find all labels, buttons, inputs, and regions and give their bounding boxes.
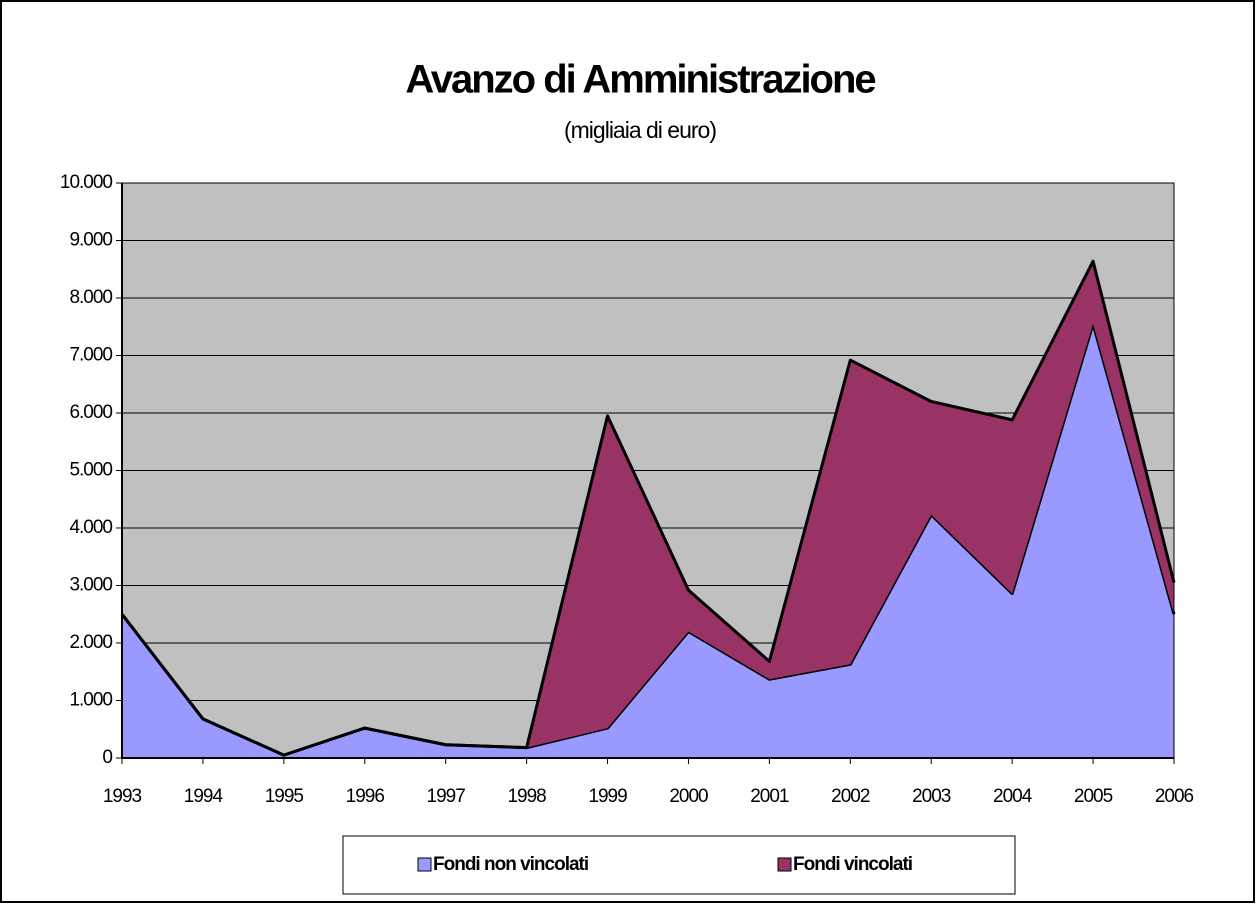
chart-subtitle: (migliaia di euro): [564, 117, 716, 143]
y-tick-label: 2.000: [69, 632, 112, 653]
chart-title: Avanzo di Amministrazione: [405, 58, 875, 102]
x-tick-label: 1996: [346, 786, 385, 807]
y-tick-label: 5.000: [69, 460, 112, 481]
x-tick-label: 2005: [1074, 786, 1113, 807]
x-tick-label: 2000: [669, 786, 708, 807]
legend-swatch: [417, 857, 432, 872]
y-tick-label: 3.000: [69, 575, 112, 596]
y-tick-label: 1.000: [69, 690, 112, 711]
x-tick-label: 2006: [1155, 786, 1194, 807]
legend-swatch: [777, 857, 792, 872]
x-tick-label: 1993: [103, 786, 142, 807]
x-tick-label: 2001: [750, 786, 789, 807]
area-edge: [120, 259, 1176, 757]
x-tick-label: 1995: [265, 786, 304, 807]
area: [122, 323, 1174, 758]
x-tick-label: 2002: [831, 786, 870, 807]
x-tick-label: 2003: [912, 786, 951, 807]
y-tick-label: 4.000: [69, 517, 112, 538]
y-tick-label: 9.000: [69, 230, 112, 251]
y-tick-label: 8.000: [69, 287, 112, 308]
y-tick-label: 7.000: [69, 345, 112, 366]
x-tick-label: 2004: [993, 786, 1033, 807]
legend-label: Fondi vincolati: [793, 854, 912, 875]
x-tick-label: 1999: [588, 786, 627, 807]
y-tick-label: 0: [102, 747, 112, 768]
y-tick-label: 6.000: [69, 402, 112, 423]
x-tick-label: 1997: [427, 786, 466, 807]
legend-label: Fondi non vincolati: [433, 854, 588, 875]
area: [122, 261, 1174, 756]
x-tick-label: 1994: [184, 786, 224, 807]
x-tick-label: 1998: [507, 786, 546, 807]
legend: [342, 835, 1016, 895]
y-tick-label: 10.000: [60, 172, 113, 193]
